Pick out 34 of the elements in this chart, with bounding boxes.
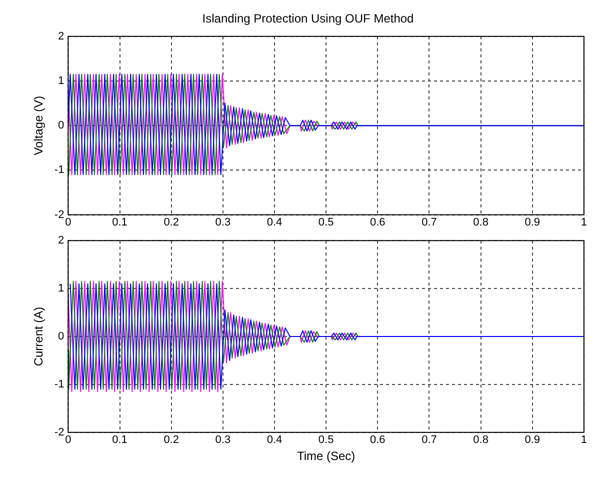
y-tick-label: 2 bbox=[58, 30, 64, 42]
x-tick-label: 0.9 bbox=[524, 216, 540, 228]
x-tick-label: 0.6 bbox=[370, 216, 386, 228]
x-tick-label: 0.5 bbox=[318, 216, 334, 228]
x-tick-label: 0.1 bbox=[112, 216, 128, 228]
y-axis-title: Current (A) bbox=[32, 306, 46, 366]
y-axis-title: Voltage (V) bbox=[32, 96, 46, 156]
chart-title: Islanding Protection Using OUF Method bbox=[202, 12, 414, 26]
y-tick-label: 1 bbox=[58, 282, 64, 295]
y-tick-label: -2 bbox=[54, 426, 64, 438]
x-tick-label: 0.3 bbox=[215, 434, 231, 446]
x-tick-label: 0.2 bbox=[164, 434, 179, 446]
y-tick-label: -2 bbox=[54, 208, 64, 221]
x-tick-label: 0.5 bbox=[318, 434, 334, 446]
x-tick-label: 0.7 bbox=[422, 434, 437, 446]
y-tick-label: 0 bbox=[58, 330, 64, 343]
x-tick-label: 0.4 bbox=[266, 216, 282, 228]
x-tick-label: 0.9 bbox=[524, 434, 540, 446]
y-tick-label: -1 bbox=[54, 164, 64, 176]
x-tick-label: 0.4 bbox=[266, 434, 282, 446]
x-tick-label: 0.3 bbox=[215, 216, 231, 228]
x-tick-label: 0.1 bbox=[112, 434, 128, 446]
x-tick-label: 0.8 bbox=[473, 434, 488, 446]
y-tick-label: 2 bbox=[58, 234, 64, 247]
y-tick-label: 0 bbox=[58, 120, 64, 132]
x-tick-label: 0.7 bbox=[422, 216, 437, 228]
y-tick-label: 1 bbox=[58, 75, 64, 88]
x-tick-label: 0.2 bbox=[164, 216, 179, 228]
x-tick-label: 1 bbox=[580, 434, 588, 446]
y-tick-label: -1 bbox=[54, 378, 64, 390]
x-tick-label: 0.6 bbox=[370, 434, 386, 446]
x-axis-title: Time (Sec) bbox=[296, 449, 356, 464]
x-tick-label: 0.8 bbox=[473, 216, 488, 228]
x-tick-label: 1 bbox=[580, 216, 588, 228]
